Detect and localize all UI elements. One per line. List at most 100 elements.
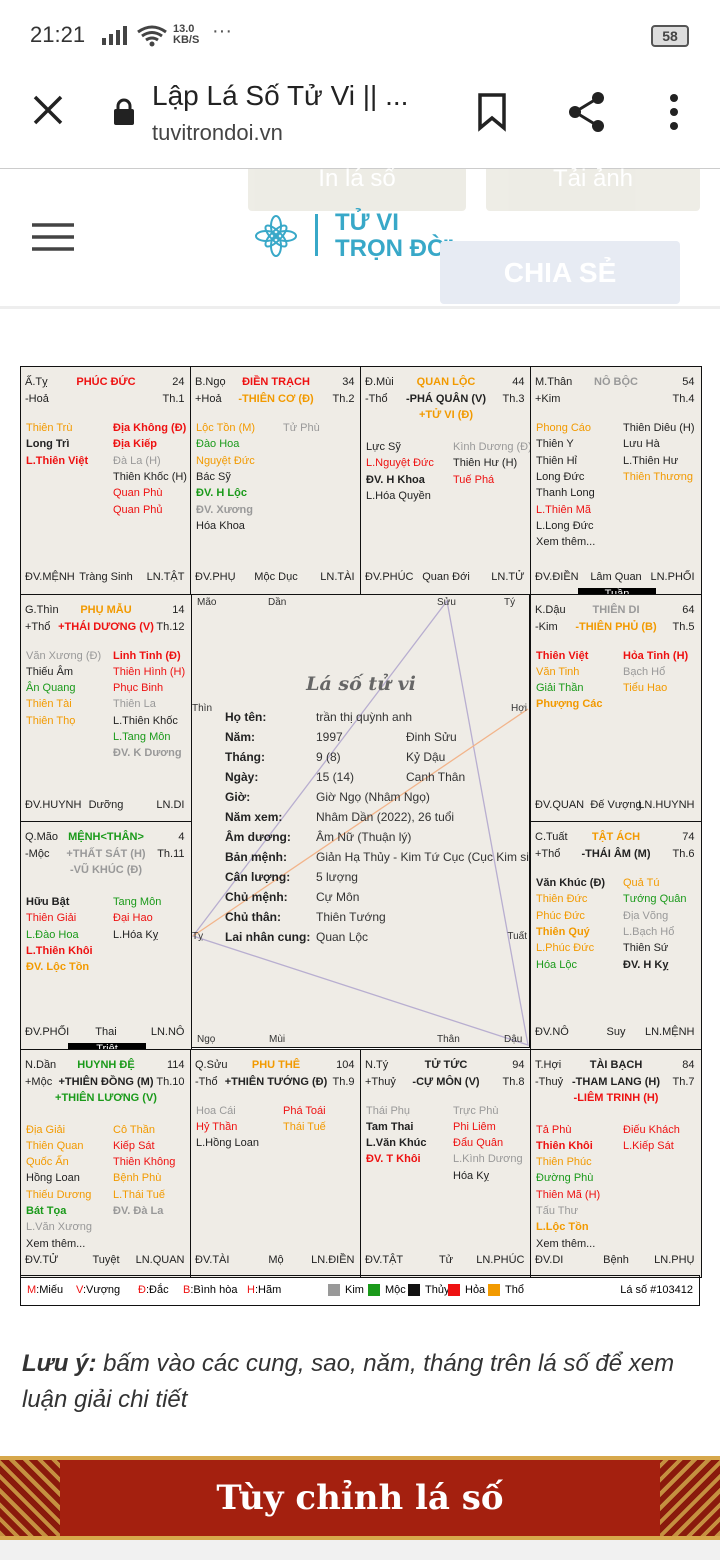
share-button[interactable]	[566, 90, 608, 134]
palace-cell[interactable]: M.Thân NÔ BỘC 54 +Kim Th.4 Phong Cáo Thiên Y Th…	[530, 366, 702, 595]
star[interactable]: Thiên La	[113, 698, 156, 711]
star[interactable]: Xem thêm...	[536, 536, 596, 549]
star[interactable]: Thiên Khôi	[536, 1139, 593, 1152]
star[interactable]: Bác Sỹ	[196, 470, 231, 483]
star[interactable]: L.Văn Xương	[26, 1221, 92, 1234]
star[interactable]: Kiếp Sát	[113, 1139, 155, 1152]
star[interactable]: Long Đức	[536, 470, 585, 483]
star[interactable]: L.Thiên Hư	[623, 454, 679, 467]
star[interactable]: ĐV. K Dương	[113, 747, 182, 760]
banner[interactable]: Tùy chỉnh lá số	[0, 1456, 720, 1540]
star[interactable]: Thiên Hình (H)	[113, 665, 186, 678]
star[interactable]: Ân Quang	[26, 682, 76, 695]
star[interactable]: Thiên Trù	[26, 422, 73, 434]
star[interactable]: Thiên Thương	[623, 470, 694, 483]
star[interactable]: L.Kiếp Sát	[623, 1139, 674, 1152]
main-star[interactable]: +THẤT SÁT (H)	[66, 848, 146, 860]
star[interactable]: L.Bạch Hổ	[623, 925, 675, 938]
bookmark-button[interactable]	[475, 92, 509, 132]
star[interactable]: Thiếu Âm	[26, 665, 74, 678]
star[interactable]: Văn Tinh	[536, 665, 580, 678]
star[interactable]: Trực Phù	[453, 1104, 499, 1117]
star[interactable]: Đà La (H)	[113, 454, 161, 467]
main-star[interactable]: +THIÊN LƯƠNG (V)	[55, 1091, 157, 1104]
star[interactable]: Thiên Quý	[536, 925, 590, 938]
download-button[interactable]: Tải ảnh	[486, 167, 700, 211]
main-star[interactable]: -THIÊN PHỦ (B)	[575, 620, 657, 633]
star[interactable]: Tả Phù	[536, 1123, 572, 1136]
star[interactable]: Địa Võng	[623, 909, 669, 922]
star[interactable]: Thiên Tài	[26, 698, 72, 711]
star[interactable]: L.Thiên Việt	[26, 454, 89, 467]
star[interactable]: Hóa Kỵ	[453, 1169, 490, 1182]
star[interactable]: Giải Thần	[536, 682, 584, 695]
star[interactable]: Thiên Hư (H)	[453, 457, 518, 470]
star[interactable]: ĐV. H Lộc	[196, 487, 247, 500]
star[interactable]: Phúc Đức	[536, 909, 585, 922]
star[interactable]: Hóa Lộc	[536, 958, 577, 971]
star[interactable]: Phi Liêm	[453, 1120, 496, 1133]
main-star[interactable]: -THIÊN CƠ (Đ)	[238, 393, 314, 405]
star[interactable]: L.Đào Hoa	[26, 928, 79, 941]
star[interactable]: Tang Môn	[113, 896, 162, 908]
star[interactable]: Tiểu Hao	[623, 682, 668, 695]
palace-cell[interactable]: T.Hợi TÀI BẠCH 84 -Thuỷ Th.7 -THAM LANG (H) -L…	[530, 1048, 702, 1278]
star[interactable]: Phục Binh	[113, 682, 164, 695]
star[interactable]: Địa Không (Đ)	[113, 422, 187, 434]
main-star[interactable]: +THIÊN ĐỒNG (M)	[58, 1075, 154, 1088]
star[interactable]: Thiên Quan	[26, 1139, 84, 1152]
star[interactable]: Tử Phù	[283, 422, 320, 434]
star[interactable]: Hoa Cái	[196, 1104, 236, 1117]
palace-cell[interactable]: Đ.Mùi QUAN LỘC 44 -Thổ Th.3 -PHÁ QUÂN (V) +TỬ …	[360, 366, 532, 595]
star[interactable]: L.Văn Khúc	[366, 1137, 427, 1150]
star[interactable]: Hồng Loan	[26, 1172, 80, 1185]
star[interactable]: Cô Thần	[113, 1123, 155, 1136]
star[interactable]: Địa Giải	[26, 1123, 66, 1136]
palace-cell[interactable]: B.Ngọ ĐIỀN TRẠCH 34 +Hoả Th.2 -THIÊN CƠ (Đ) Lộ…	[190, 366, 362, 595]
palace-cell[interactable]: Q.Mão MỆNH<THÂN> 4 -Mộc Th.11 +THẤT SÁT (H) -V…	[20, 821, 192, 1050]
palace-cell[interactable]: Q.Sửu PHU THÊ 104 -Thổ Th.9 +THIÊN TƯỚNG (Đ) H…	[190, 1048, 362, 1278]
star[interactable]: Thiên Khốc (H)	[113, 470, 187, 483]
close-button[interactable]	[30, 92, 70, 132]
star[interactable]: L.Thiên Mã	[536, 503, 592, 516]
star[interactable]: Văn Xương (Đ)	[26, 649, 102, 662]
star[interactable]: Thiên Diêu (H)	[623, 422, 695, 434]
star[interactable]: L.Hóa Quyền	[366, 489, 431, 502]
palace-cell[interactable]: G.Thìn PHỤ MẪU 14 +Thổ Th.12 +THÁI DƯƠNG (V) V…	[20, 593, 192, 823]
star[interactable]: Bệnh Phù	[113, 1172, 162, 1185]
star[interactable]: ĐV. T Khôi	[366, 1153, 421, 1166]
star[interactable]: Tướng Quân	[623, 893, 687, 906]
star[interactable]: L.Kình Dương	[453, 1153, 523, 1166]
palace-cell[interactable]: Ấ.Tỵ PHÚC ĐỨC 24 -Hoả Th.1 Thiên Trù Long Trì L…	[20, 366, 192, 595]
star[interactable]: Địa Kiếp	[113, 438, 158, 451]
star[interactable]: ĐV. Xương	[196, 503, 253, 516]
main-star[interactable]: -CỰ MÔN (V)	[412, 1075, 480, 1088]
main-star[interactable]: -PHÁ QUÂN (V)	[405, 393, 487, 405]
star[interactable]: Bạch Hổ	[623, 665, 666, 678]
star[interactable]: L.Thiên Khôi	[26, 944, 93, 957]
star[interactable]: Lưu Hà	[623, 438, 660, 451]
star[interactable]: Lực Sỹ	[366, 441, 401, 453]
star[interactable]: Quan Phủ	[113, 503, 163, 516]
main-star[interactable]: -VŨ KHÚC (Đ)	[69, 864, 143, 876]
star[interactable]: Tam Thai	[366, 1120, 414, 1133]
star[interactable]: ĐV. H Kỵ	[623, 958, 669, 971]
star[interactable]: Thiên Việt	[536, 649, 589, 662]
url[interactable]: tuvitrondoi.vn	[152, 120, 283, 145]
star[interactable]: L.Long Đức	[536, 519, 594, 532]
star[interactable]: Quan Phù	[113, 487, 163, 500]
star[interactable]: L.Hóa Kỵ	[113, 928, 159, 941]
print-button[interactable]: In lá số	[248, 167, 466, 211]
star[interactable]: L.Thái Tuế	[113, 1188, 165, 1201]
star[interactable]: Thiên Hỉ	[536, 454, 577, 467]
star[interactable]: Thái Tuế	[283, 1120, 326, 1133]
star[interactable]: Tuế Phá	[453, 473, 495, 486]
main-star[interactable]: +TỬ VI (Đ)	[418, 409, 474, 421]
star[interactable]: Linh Tinh (Đ)	[113, 649, 181, 662]
star[interactable]: Đẩu Quân	[453, 1137, 504, 1150]
palace-cell[interactable]: N.Dần HUYNH ĐỆ 114 +Mộc Th.10 +THIÊN ĐỒNG (M)…	[20, 1048, 192, 1278]
star[interactable]: Kình Dương (Đ)	[453, 441, 532, 453]
star[interactable]: ĐV. Lộc Tồn	[26, 961, 90, 974]
star[interactable]: Lộc Tồn (M)	[196, 422, 256, 434]
main-star[interactable]: -THAM LANG (H)	[572, 1075, 660, 1088]
